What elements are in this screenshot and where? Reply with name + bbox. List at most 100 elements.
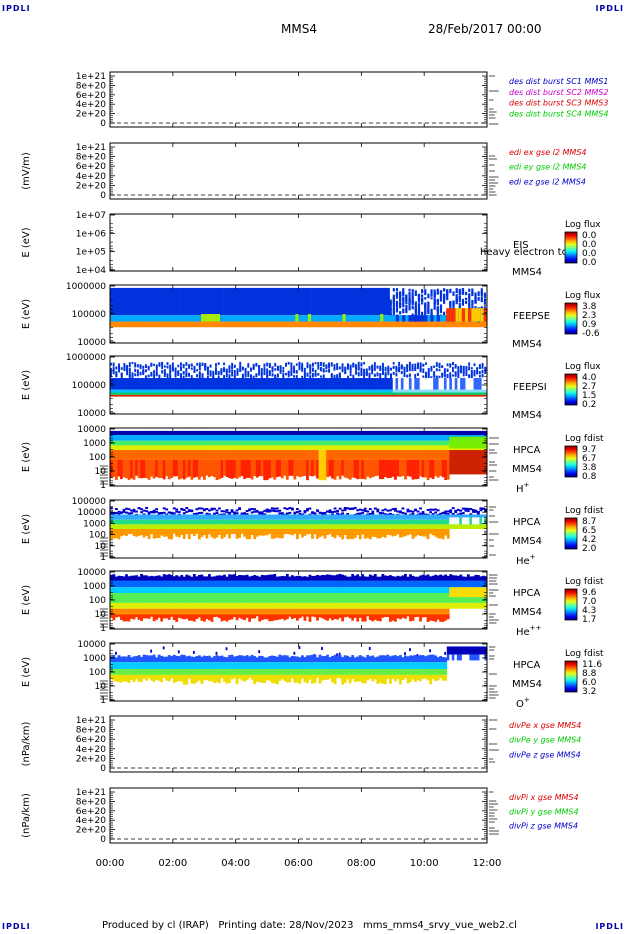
spectrogram-cell — [177, 576, 181, 581]
spectrogram-cell — [303, 378, 307, 390]
spectrogram-cell — [115, 392, 119, 395]
spectrogram-cell — [197, 614, 201, 618]
spectrogram-cell — [471, 514, 475, 520]
spectrogram-cell — [309, 378, 313, 390]
spectrogram-cell — [365, 389, 369, 393]
spectrogram-cell — [425, 362, 427, 365]
spectrogram-cell — [348, 524, 352, 529]
spectrogram-cell — [461, 436, 465, 449]
spectrogram-cell — [225, 394, 229, 397]
spectrogram-cell — [270, 430, 274, 435]
spectrogram-cell — [265, 508, 269, 511]
spectrogram-cell — [390, 373, 392, 378]
spectrogram-cell — [115, 587, 118, 594]
spectrogram-cell — [220, 580, 224, 588]
spectrogram-cell — [231, 378, 235, 390]
spectrogram-cell — [451, 378, 455, 390]
spectrogram-cell — [301, 430, 304, 435]
spectrogram-cell — [378, 519, 382, 525]
spectrogram-cell — [243, 593, 247, 603]
spectrogram-cell — [351, 514, 355, 520]
spectrogram-cell — [115, 511, 118, 514]
spectrogram-cell — [306, 580, 309, 588]
spectrogram-cell — [473, 394, 477, 397]
spectrogram-cell — [336, 430, 340, 435]
spectrogram-cell — [157, 580, 161, 588]
spectrogram-cell — [182, 529, 186, 539]
spectrogram-cell — [338, 593, 342, 603]
spectrogram-cell — [192, 602, 196, 609]
spectrogram-cell — [435, 394, 439, 397]
spectrogram-cell — [228, 389, 232, 393]
spectrogram-cell — [430, 394, 434, 397]
spectrogram-cell — [220, 510, 224, 513]
spectrogram-cell — [311, 587, 314, 594]
spectrogram-cell — [219, 321, 224, 328]
spectrogram-cell — [147, 511, 151, 514]
spectrogram-cell — [338, 366, 341, 370]
spectrogram-cell — [433, 327, 438, 342]
spectrogram-cell — [115, 378, 119, 390]
spectrogram-cell — [378, 450, 382, 460]
spectrogram-cell — [361, 511, 365, 514]
spectrogram-cell — [341, 363, 344, 368]
spectrogram-cell — [303, 576, 307, 581]
spectrogram-cell — [147, 378, 151, 390]
spectrogram-cell — [405, 315, 409, 322]
y-tick-label: 1000000 — [66, 282, 106, 292]
spectrogram-cell — [446, 294, 449, 301]
spectrogram-cell — [135, 327, 139, 342]
spectrogram-cell — [255, 602, 259, 609]
spectrogram-cell — [301, 593, 304, 603]
colorbar-title: Log flux — [565, 220, 601, 230]
spectrogram-cell — [293, 392, 297, 395]
spectrogram-cell — [195, 450, 199, 460]
panel-frame — [109, 71, 488, 128]
spectrogram-cell — [396, 445, 400, 451]
spectrogram-cell — [220, 593, 224, 603]
spectrogram-cell — [145, 614, 148, 619]
spectrogram-cell — [278, 430, 282, 435]
spectrogram-cell — [266, 389, 270, 393]
spectrogram-cell — [301, 362, 304, 368]
spectrogram-cell — [238, 587, 241, 594]
spectrogram-cell — [430, 392, 434, 395]
spectrogram-cell — [373, 593, 377, 603]
spectrogram-cell — [311, 394, 315, 397]
page-title-mission: MMS4 — [281, 22, 317, 36]
spectrogram-cell — [190, 519, 194, 525]
spectrogram-cell — [452, 304, 455, 310]
spectrogram-cell — [370, 321, 375, 328]
spectrogram-cell — [236, 368, 239, 372]
spectrogram-cell — [280, 587, 284, 594]
spectrogram-cell — [371, 430, 375, 435]
spectrogram-cell — [167, 450, 171, 460]
spectrogram-cell — [388, 575, 392, 581]
spectrogram-cell — [424, 450, 427, 460]
spectrogram-cell — [308, 440, 312, 446]
spectrogram-cell — [341, 514, 345, 520]
spectrogram-cell — [468, 362, 471, 366]
spectrogram-cell — [150, 587, 154, 594]
spectrogram-cell — [245, 430, 249, 435]
spectrogram-cell — [404, 587, 407, 594]
spectrogram-cell — [323, 614, 327, 620]
spectrogram-cell — [187, 529, 191, 540]
spectrogram-cell — [228, 593, 231, 603]
spectrogram-cell — [232, 327, 236, 342]
spectrogram-cell — [402, 327, 406, 342]
spectrogram-cell — [398, 366, 401, 371]
spectrogram-cell — [414, 389, 418, 393]
spectrogram-cell — [288, 511, 292, 514]
spectrogram-cell — [255, 614, 259, 617]
spectrogram-cell — [245, 514, 249, 520]
spectrogram-cell — [141, 315, 145, 322]
spectrogram-cell — [172, 430, 176, 435]
spectrogram-cell — [301, 434, 304, 441]
spectrogram-cell — [190, 614, 194, 621]
spectrogram-cell — [414, 363, 417, 369]
spectrogram-cell — [125, 287, 130, 316]
spectrogram-cell — [378, 459, 382, 480]
spectrogram-cell — [394, 576, 397, 581]
spectrogram-cell — [399, 614, 402, 620]
